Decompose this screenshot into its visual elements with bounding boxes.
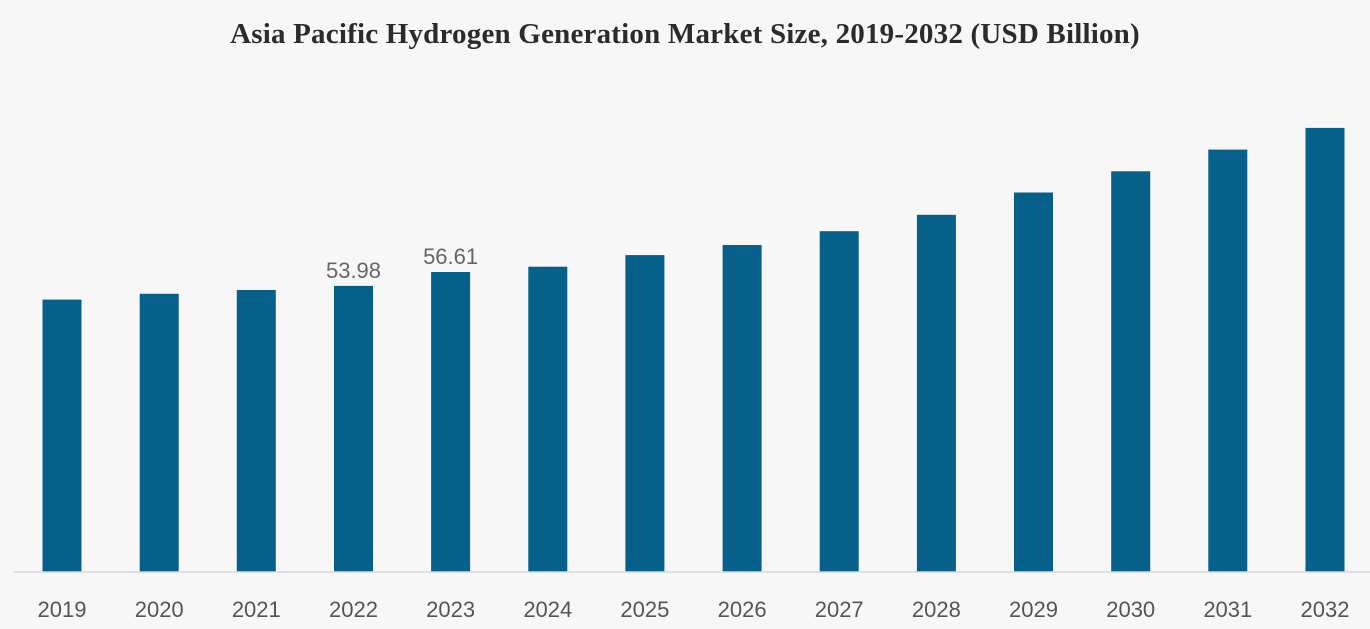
x-tick-label-2027: 2027: [815, 597, 864, 622]
x-tick-labels: 2019 2020 2021 2022 2023 2024 2025 2026 2027 2028…: [38, 597, 1350, 622]
data-label-2023: 56.61: [423, 244, 478, 269]
x-tick-label-2023: 2023: [426, 597, 475, 622]
bar-2026: [722, 245, 762, 572]
bar-2022: [334, 285, 373, 572]
x-tick-label-2029: 2029: [1009, 597, 1058, 622]
chart-title: Asia Pacific Hydrogen Generation Market …: [230, 18, 1140, 50]
bar-2021: [236, 290, 276, 572]
x-tick-label-2020: 2020: [135, 597, 184, 622]
bar-2023: [431, 272, 471, 572]
bar-2031: [1208, 149, 1248, 572]
bar-2024: [528, 266, 568, 572]
x-tick-label-2028: 2028: [912, 597, 961, 622]
x-tick-label-2026: 2026: [718, 597, 767, 622]
data-labels: 53.98 56.61: [326, 244, 478, 283]
bar-2032: [1305, 127, 1345, 573]
bars-group: [42, 127, 1345, 573]
x-tick-label-2024: 2024: [523, 597, 572, 622]
x-tick-label-2030: 2030: [1106, 597, 1155, 622]
bar-2020: [139, 293, 179, 573]
x-tick-label-2031: 2031: [1203, 597, 1252, 622]
data-label-2022: 53.98: [326, 258, 381, 283]
x-tick-label-2022: 2022: [329, 597, 378, 622]
x-tick-label-2019: 2019: [38, 597, 87, 622]
x-tick-label-2021: 2021: [232, 597, 281, 622]
bar-2019: [42, 299, 82, 572]
bar-2025: [625, 255, 665, 572]
bar-2028: [916, 214, 956, 573]
x-tick-label-2032: 2032: [1301, 597, 1350, 622]
bar-2027: [819, 231, 859, 572]
bar-2030: [1111, 171, 1151, 573]
bar-2029: [1014, 192, 1053, 572]
x-tick-label-2025: 2025: [620, 597, 669, 622]
